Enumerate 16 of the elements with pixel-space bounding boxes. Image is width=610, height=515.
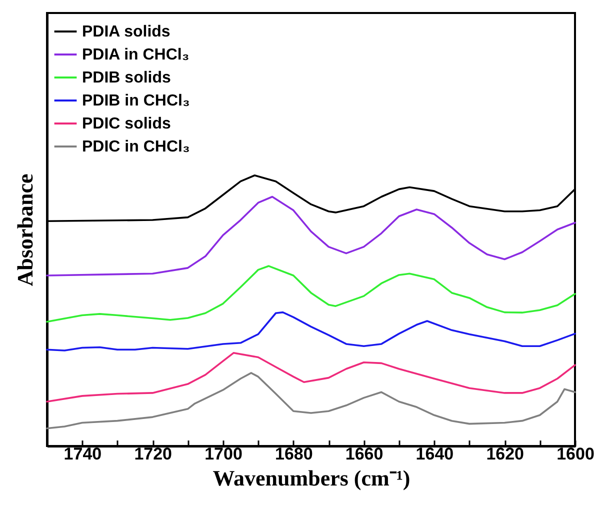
y-axis-title: Absorbance	[12, 174, 38, 286]
x-tick-label: 1720	[134, 444, 172, 464]
x-tick-label: 1660	[345, 444, 384, 464]
x-tick-label: 1600	[556, 444, 594, 464]
x-tick-label: 1740	[64, 444, 102, 464]
legend-label: PDIB in CHCl₃	[82, 92, 190, 110]
x-tick-label: 1620	[486, 444, 524, 464]
legend-label: PDIA solids	[82, 24, 170, 40]
x-tick-label: 1700	[204, 444, 242, 464]
legend-label: PDIC solids	[82, 116, 172, 132]
x-tick-label: 1680	[274, 444, 313, 464]
x-axis-title: Wavenumbers (cm⁻¹)	[212, 466, 410, 490]
x-tick-label: 1640	[416, 444, 454, 464]
legend-label: PDIA in CHCl₃	[82, 46, 190, 64]
legend-label: PDIC in CHCl₃	[82, 138, 190, 156]
legend-label: PDIB solids	[82, 70, 172, 86]
